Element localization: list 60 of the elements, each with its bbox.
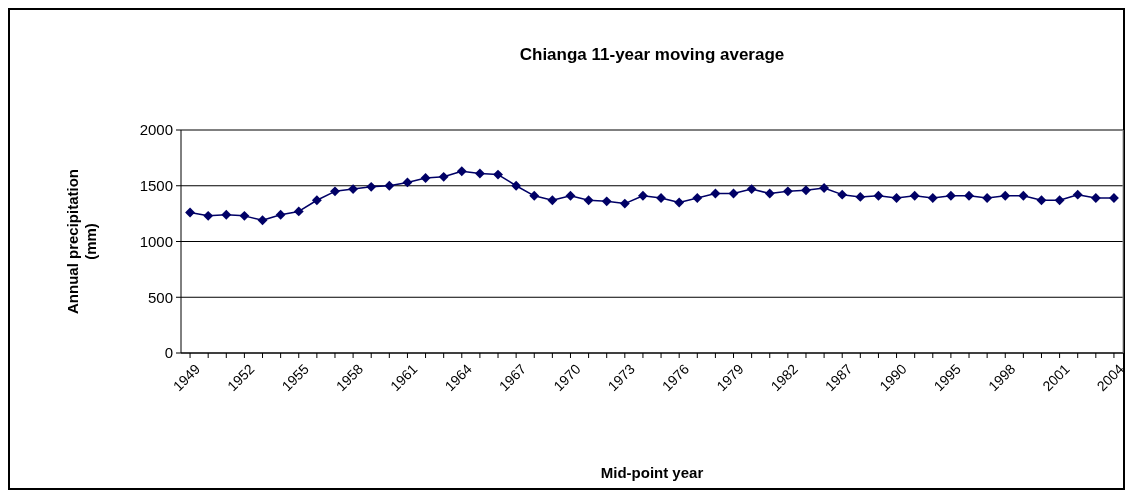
point [1018, 190, 1029, 201]
point [891, 193, 902, 203]
point [1000, 190, 1011, 201]
point [964, 190, 974, 201]
point [239, 210, 250, 221]
point [728, 188, 739, 199]
point [185, 207, 196, 218]
x-axis-title: Mid-point year [600, 464, 704, 481]
point [348, 184, 359, 195]
point [565, 190, 576, 201]
point [1036, 195, 1047, 206]
point [764, 188, 775, 199]
point [945, 190, 956, 201]
point [583, 195, 594, 206]
point [366, 181, 377, 192]
point [873, 190, 884, 201]
point [529, 190, 540, 201]
point [1108, 193, 1119, 203]
point [311, 195, 322, 206]
point [1090, 193, 1101, 203]
point [456, 166, 467, 177]
point [637, 190, 648, 201]
y-tick-label: 1500 [139, 177, 173, 194]
point [493, 169, 503, 180]
point [275, 209, 286, 220]
y-tick-label: 500 [147, 288, 173, 306]
point [547, 195, 558, 206]
point [837, 189, 848, 200]
point [601, 196, 612, 207]
point [801, 185, 811, 196]
point [511, 180, 522, 191]
point [674, 197, 685, 208]
y-tick-label: 0 [164, 344, 173, 362]
point [819, 183, 830, 193]
point [420, 173, 431, 183]
point [656, 193, 667, 203]
point [221, 209, 232, 220]
point [438, 171, 449, 182]
point [1072, 189, 1083, 200]
point [402, 177, 413, 188]
point [692, 193, 703, 203]
point [927, 193, 938, 203]
point [330, 186, 340, 197]
y-tick-label: 2000 [139, 121, 173, 139]
point [1054, 195, 1065, 206]
point [710, 188, 721, 199]
point [855, 191, 866, 202]
chart-title: Chianga 11-year moving average [519, 45, 785, 64]
y-tick-label: 1000 [139, 232, 173, 250]
point [909, 190, 920, 201]
y-axis-title: Annual precipitation (mm) [64, 168, 99, 315]
point [619, 198, 630, 209]
point [782, 186, 793, 197]
point [203, 210, 214, 221]
point [257, 215, 268, 226]
point [293, 206, 304, 217]
point [746, 184, 757, 195]
point [982, 193, 993, 203]
point [384, 180, 395, 191]
point [474, 168, 485, 179]
